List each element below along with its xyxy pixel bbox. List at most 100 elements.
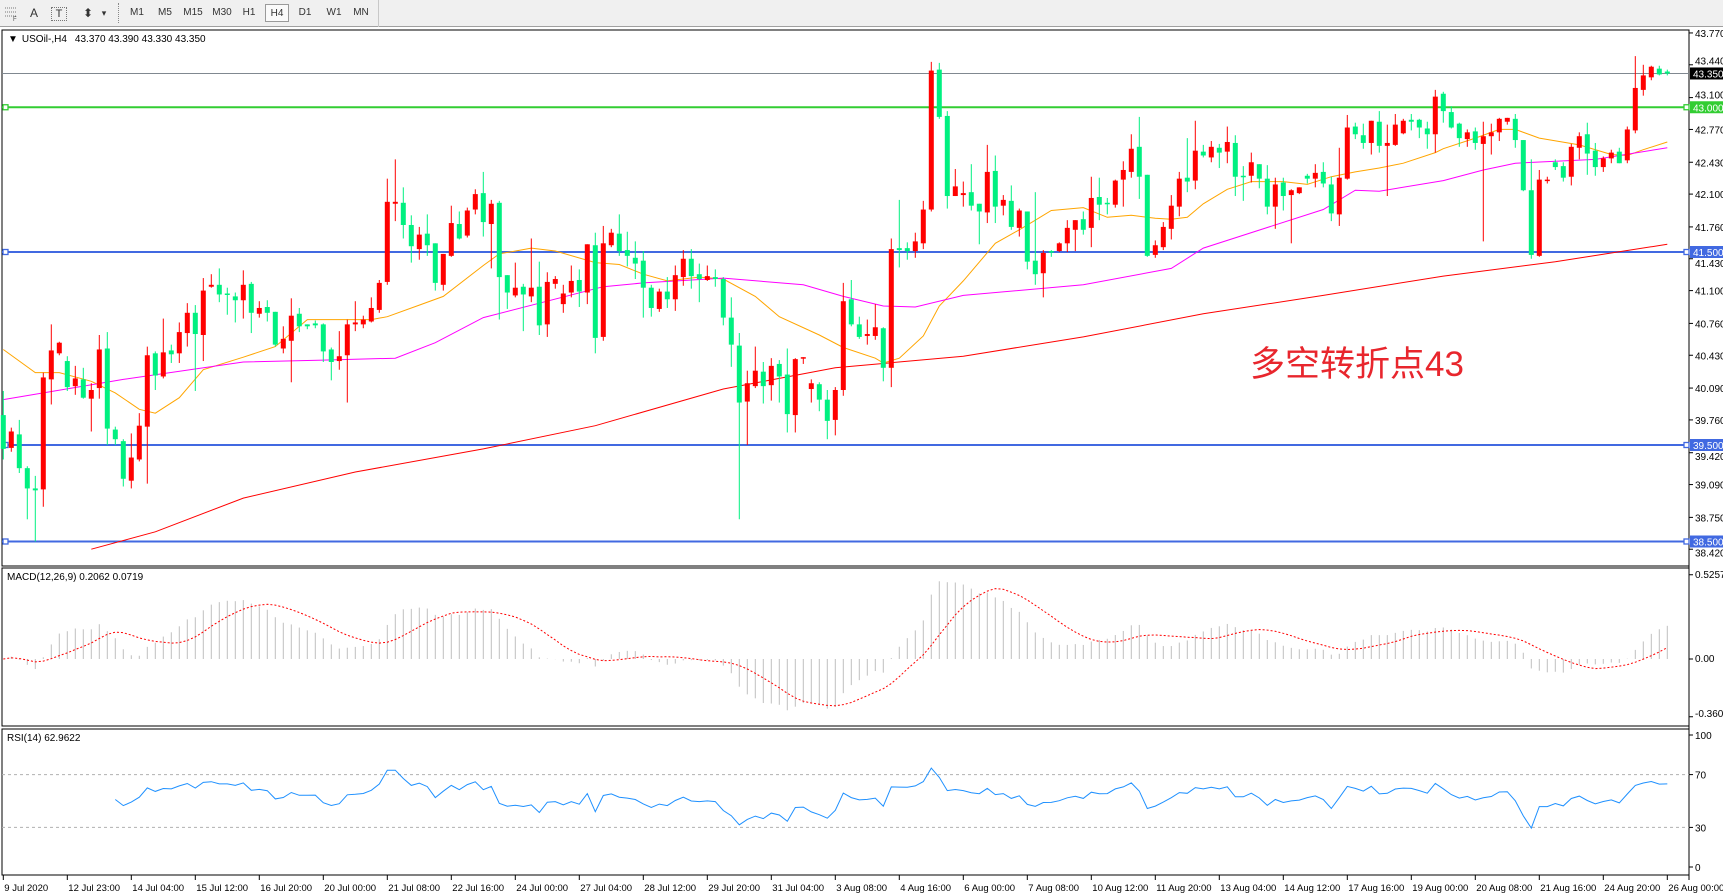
candle-bearish [968, 192, 974, 206]
candle-bullish [1368, 120, 1374, 143]
candle-bullish [1016, 210, 1022, 228]
arrows-icon[interactable]: ⬍ [82, 6, 94, 20]
candle-bearish [1552, 162, 1558, 168]
candle-bullish [1400, 120, 1406, 134]
candle-bearish [824, 399, 830, 421]
price-tick-label: 42.430 [1695, 158, 1723, 169]
chart-header: ▼ USOil-,H4 43.370 43.390 43.330 43.350 [8, 34, 206, 45]
level-handle-right[interactable] [1683, 538, 1690, 545]
time-tick-label: 21 Aug 16:00 [1540, 883, 1596, 894]
chart-ohlc: 43.370 43.390 43.330 43.350 [75, 34, 206, 45]
candle-bullish [352, 322, 358, 325]
candle-bullish [680, 258, 686, 278]
level-handle-left[interactable] [2, 538, 9, 545]
candle-bearish [728, 317, 734, 345]
candle-bullish [1120, 169, 1126, 180]
price-tick-label: 39.760 [1695, 416, 1723, 427]
time-tick-label: 13 Aug 04:00 [1220, 883, 1276, 894]
candle-bullish [704, 276, 710, 280]
grid-icon[interactable]: F [3, 4, 21, 23]
candle-bullish [240, 284, 246, 301]
candle-bullish [56, 342, 62, 354]
timeframe-m5-button[interactable]: M5 [158, 7, 172, 18]
candle-bearish [192, 312, 198, 335]
candle-bearish [1456, 123, 1462, 139]
candle-bullish [416, 234, 422, 250]
level-handle-left[interactable] [2, 104, 9, 111]
timeframe-m1-button[interactable]: M1 [130, 7, 144, 18]
candle-bearish [1664, 71, 1670, 74]
candle-bullish [448, 223, 454, 256]
price-tick-label: 42.770 [1695, 125, 1723, 136]
macd-tick-label: -0.3603 [1695, 709, 1723, 720]
arrows-dropdown-icon[interactable]: ▾ [101, 8, 107, 18]
candle-bullish [72, 378, 78, 387]
candle-bullish [552, 279, 558, 284]
candle-bearish [304, 324, 310, 327]
timeframe-m30-button[interactable]: M30 [212, 7, 232, 18]
candle-bullish [1536, 179, 1542, 256]
level-price-tag-bg [1690, 535, 1723, 548]
candle-bullish [808, 383, 814, 390]
candle-bearish [120, 441, 126, 479]
rsi-tick-label: 0 [1695, 863, 1701, 874]
candle-bullish [176, 332, 182, 354]
level-handle-right[interactable] [1683, 441, 1690, 449]
candle-bullish [1224, 141, 1230, 152]
candle-bearish [1080, 219, 1086, 230]
candle-bearish [1376, 121, 1382, 146]
timeframe-h4-button[interactable]: H4 [265, 4, 289, 22]
candle-bullish [872, 327, 878, 336]
candle-bullish [1464, 132, 1470, 140]
candle-bearish [456, 224, 462, 239]
candle-bullish [1288, 190, 1294, 196]
candle-bullish [200, 290, 206, 335]
candle-bearish [296, 313, 302, 327]
candle-bearish [424, 233, 430, 246]
timeframe-m15-button[interactable]: M15 [183, 7, 203, 18]
candle-bullish [1072, 220, 1078, 230]
price-tick-label: 40.090 [1695, 384, 1723, 395]
candle-bearish [1560, 166, 1566, 178]
timeframe-h1-button[interactable]: H1 [242, 7, 256, 18]
candle-bearish [576, 279, 582, 292]
candle-bullish [48, 350, 54, 380]
timeframe-d1-button[interactable]: D1 [298, 7, 312, 18]
candle-bearish [896, 248, 902, 251]
chart-menu-arrow-icon[interactable]: ▼ [8, 34, 18, 45]
candle-bullish [800, 357, 806, 359]
time-tick-label: 3 Aug 08:00 [836, 883, 887, 894]
candle-bearish [1408, 119, 1414, 122]
timeframe-mn-button[interactable]: MN [353, 7, 369, 18]
candle-bullish [920, 209, 926, 244]
candle-bullish [1040, 252, 1046, 274]
candle-bearish [1280, 182, 1286, 197]
candle-bullish [360, 319, 366, 325]
candle-bullish [840, 301, 846, 390]
candle-bearish [1264, 178, 1270, 207]
time-tick-label: 20 Aug 08:00 [1476, 883, 1532, 894]
text-label-icon[interactable]: T [51, 7, 67, 21]
rsi-label: RSI(14) 62.9622 [7, 733, 81, 744]
rsi-tick-label: 100 [1695, 731, 1712, 742]
candle-bullish [608, 232, 614, 246]
level-handle-right[interactable] [1683, 248, 1690, 256]
candle-bullish [288, 315, 294, 341]
level-handle-right[interactable] [1683, 104, 1690, 111]
level-handle-left[interactable] [2, 248, 9, 256]
candle-bearish [632, 257, 638, 264]
candle-bearish [80, 379, 86, 398]
timeframe-w1-button[interactable]: W1 [326, 7, 342, 18]
candle-bearish [1008, 200, 1014, 227]
candle-bullish [144, 355, 150, 427]
candle-bearish [504, 275, 510, 293]
rsi-pane [1, 728, 1690, 876]
candle-bullish [560, 293, 566, 305]
text-a-icon[interactable]: A [29, 6, 38, 20]
candle-bullish [600, 243, 606, 337]
candle-bearish [592, 245, 598, 338]
price-tick-label: 43.770 [1695, 29, 1723, 40]
candle-bearish [992, 170, 998, 207]
candle-bearish [1472, 131, 1478, 143]
